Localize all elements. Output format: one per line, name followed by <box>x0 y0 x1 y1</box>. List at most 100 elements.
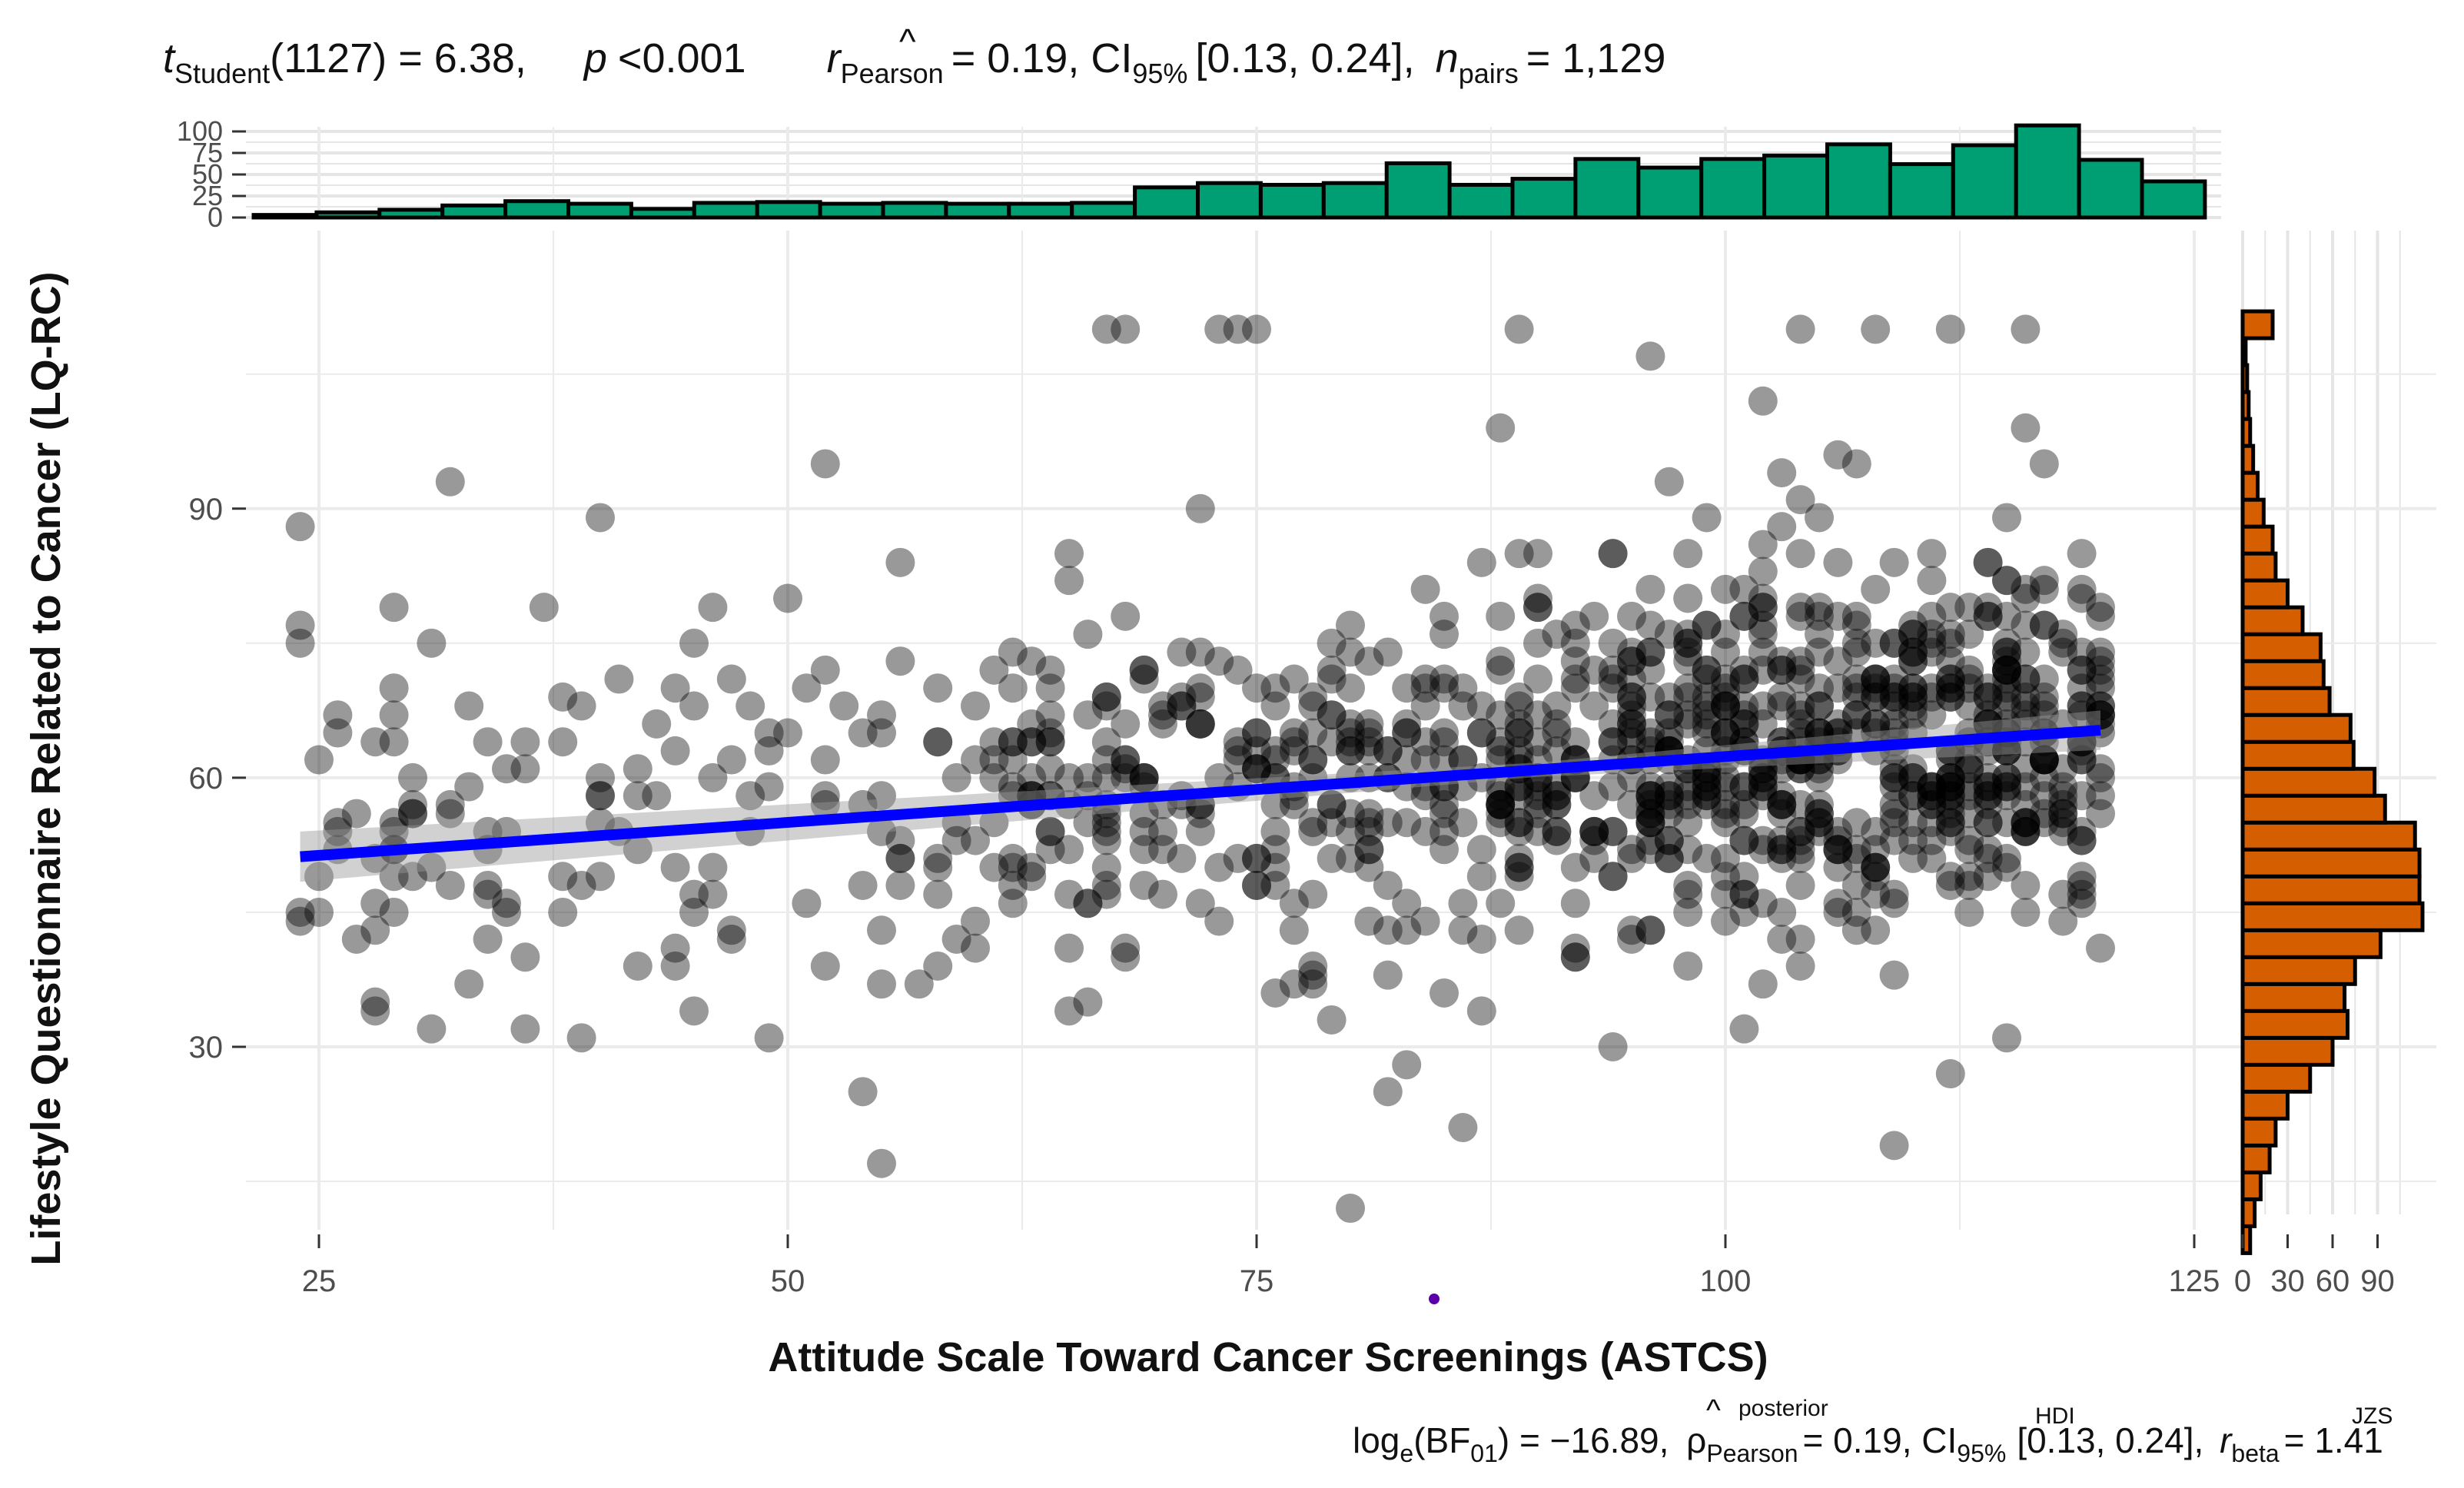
point-707 <box>2011 772 2041 802</box>
point-895 <box>1317 789 1347 819</box>
point-299 <box>623 754 653 784</box>
point-734 <box>1373 736 1403 766</box>
point-852 <box>2029 745 2059 775</box>
point-428 <box>998 673 1028 703</box>
point-342 <box>867 718 896 748</box>
point-443 <box>1111 933 1141 963</box>
point-595 <box>979 745 1009 775</box>
point-908 <box>1692 655 1722 685</box>
point-222 <box>623 951 653 981</box>
point-237 <box>1954 870 1984 900</box>
point-661 <box>341 924 371 954</box>
point-210 <box>2048 637 2078 667</box>
point-716 <box>1185 637 1215 667</box>
point-178 <box>1673 951 1703 981</box>
x-hist-bar-30 <box>2140 179 2207 220</box>
point-742 <box>1898 673 1928 703</box>
point-889 <box>923 673 953 703</box>
point-401 <box>1935 646 1965 676</box>
point-205 <box>1504 682 1534 712</box>
point-367 <box>1035 727 1065 757</box>
point-491 <box>398 789 427 819</box>
point-1060 <box>754 1023 784 1053</box>
point-505 <box>1185 682 1215 712</box>
point-739 <box>1785 924 1815 954</box>
x-tick-label-75: 75 <box>1240 1264 1274 1298</box>
point-130 <box>341 799 371 829</box>
point-529 <box>1523 700 1552 730</box>
point-133 <box>1354 906 1384 936</box>
point-292 <box>379 727 409 757</box>
point-787 <box>679 879 709 909</box>
point-179 <box>1992 655 2021 685</box>
point-1111 <box>1954 593 1984 623</box>
point-35 <box>1785 754 1815 784</box>
point-440 <box>1035 835 1065 865</box>
point-605 <box>1617 709 1646 739</box>
point-582 <box>1504 808 1534 838</box>
point-960 <box>1111 709 1141 739</box>
x-hist-tick-label-0: 0 <box>208 201 223 233</box>
point-225 <box>1673 709 1703 739</box>
point-337 <box>1673 646 1703 676</box>
point-1054 <box>510 942 540 972</box>
point-40 <box>1973 601 2003 631</box>
point-439 <box>1898 619 1928 649</box>
point-861 <box>1992 691 2021 721</box>
point-664 <box>1692 762 1722 792</box>
point-1081 <box>1336 1194 1365 1224</box>
point-134 <box>1879 547 1909 577</box>
x-hist-bar-9 <box>818 201 885 220</box>
point-253 <box>1260 673 1290 703</box>
point-531 <box>2086 700 2115 730</box>
point-558 <box>1879 799 1909 829</box>
point-223 <box>1692 682 1722 712</box>
point-689 <box>1635 772 1665 802</box>
point-729 <box>1785 539 1815 569</box>
caption-sup-hdi: HDI <box>2035 1403 2075 1429</box>
point-100 <box>1673 870 1703 900</box>
point-229 <box>1841 808 1871 838</box>
point-77 <box>1954 691 1984 721</box>
point-638 <box>1861 574 1891 604</box>
x-hist-bar-29 <box>2077 158 2144 220</box>
point-643 <box>1035 700 1065 730</box>
point-936 <box>1729 897 1759 927</box>
point-385 <box>1635 799 1665 829</box>
point-628 <box>979 762 1009 792</box>
point-1104 <box>1823 440 1853 470</box>
point-557 <box>1935 762 1965 792</box>
point-968 <box>1711 718 1740 748</box>
point-211 <box>1692 664 1722 694</box>
point-902 <box>623 781 653 811</box>
point-271 <box>1017 727 1047 757</box>
point-1109 <box>1917 539 1947 569</box>
point-267 <box>2048 799 2078 829</box>
point-216 <box>1466 718 1496 748</box>
point-1107 <box>1879 1131 1909 1161</box>
point-98 <box>323 816 353 846</box>
point-112 <box>1654 467 1684 497</box>
point-362 <box>1935 664 1965 694</box>
point-1050 <box>417 628 447 658</box>
point-105 <box>1973 682 2003 712</box>
point-75 <box>1898 646 1928 676</box>
point-598 <box>1973 862 2003 892</box>
point-331 <box>1729 664 1759 694</box>
point-797 <box>829 691 859 721</box>
point-143 <box>1430 835 1459 865</box>
point-769 <box>1935 593 1965 623</box>
point-746 <box>1598 1032 1628 1061</box>
point-727 <box>1654 700 1684 730</box>
point-774 <box>1560 673 1590 703</box>
point-486 <box>1354 646 1384 676</box>
point-17 <box>1785 825 1815 855</box>
point-122 <box>660 736 690 766</box>
point-24 <box>1486 789 1516 819</box>
point-897 <box>1805 673 1834 703</box>
point-1000 <box>1598 655 1628 685</box>
point-609 <box>885 646 915 676</box>
main-ticks: 25 50 75 100 125 30 60 90 <box>189 493 2220 1298</box>
y-hist-bar-25 <box>2240 551 2278 583</box>
point-580 <box>961 691 990 721</box>
